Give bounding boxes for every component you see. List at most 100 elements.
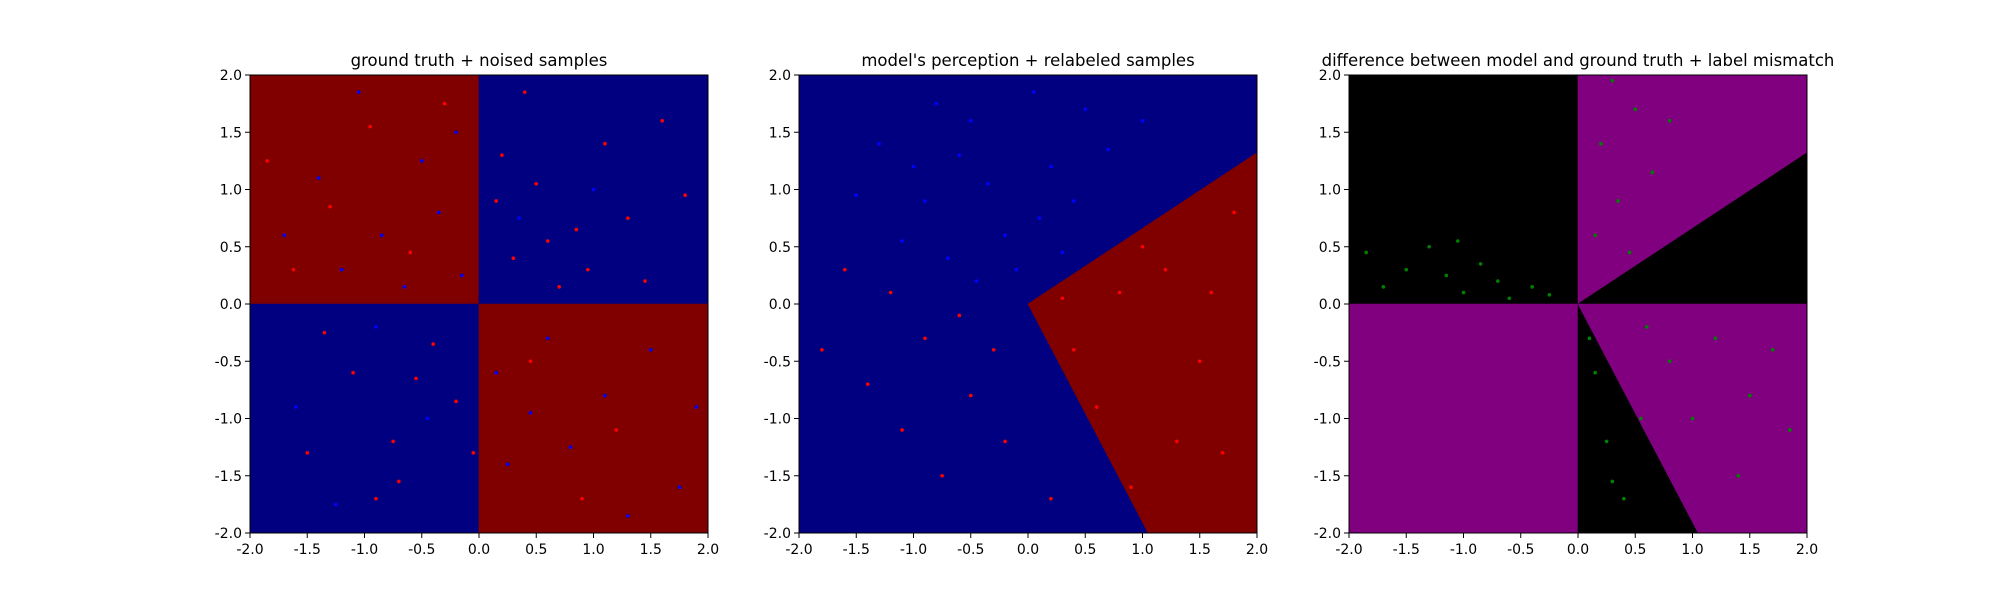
- sample-point: [1599, 141, 1603, 146]
- sample-point: [528, 410, 533, 415]
- x-tick-label: -1.0: [351, 542, 378, 558]
- sample-point: [626, 514, 630, 518]
- sample-point: [923, 336, 927, 341]
- y-tick-label: 2.0: [220, 68, 242, 84]
- sample-point: [603, 141, 607, 146]
- x-tick-label: 1.0: [582, 542, 604, 558]
- sample-point: [356, 90, 361, 94]
- sample-point: [1770, 348, 1775, 352]
- sample-point: [1094, 405, 1099, 409]
- x-tick-label: -2.0: [785, 542, 812, 558]
- sample-point: [1633, 107, 1638, 112]
- sample-point: [1140, 244, 1145, 249]
- x-tick-label: 2.0: [1246, 542, 1268, 558]
- sample-point: [1507, 296, 1512, 301]
- x-tick-label: 1.5: [1739, 542, 1761, 558]
- sample-point: [1049, 164, 1053, 169]
- sample-point: [683, 193, 687, 198]
- y-tick-label: 0.0: [1319, 297, 1341, 313]
- sample-point: [557, 285, 561, 289]
- sample-point: [1220, 451, 1225, 455]
- sample-point: [1232, 210, 1236, 215]
- panel-title: ground truth + noised samples: [351, 51, 608, 70]
- sample-point: [1644, 325, 1649, 329]
- y-tick-label: 2.0: [769, 68, 791, 84]
- sample-point: [991, 348, 996, 352]
- sample-point: [1496, 279, 1500, 283]
- y-tick-label: 0.0: [220, 297, 242, 313]
- sample-point: [968, 119, 973, 123]
- sample-point: [843, 267, 847, 272]
- sample-point: [1610, 78, 1615, 83]
- sample-point: [900, 428, 904, 432]
- sample-point: [379, 233, 384, 238]
- sample-point: [1072, 199, 1076, 203]
- sample-point: [1610, 479, 1615, 484]
- sample-point: [694, 405, 699, 409]
- panel-ground-truth: ground truth + noised samples -2.0 -1.5 -1…: [215, 51, 719, 558]
- sample-point: [900, 239, 904, 243]
- sample-point: [1031, 90, 1036, 94]
- y-tick-label: -0.5: [764, 354, 791, 370]
- sample-point: [854, 193, 859, 198]
- y-tick-label: -1.0: [1314, 412, 1341, 428]
- x-tick-label: 0.5: [525, 542, 547, 558]
- y-tick-label: 1.5: [769, 125, 791, 141]
- region: [249, 303, 480, 534]
- sample-point: [1587, 336, 1592, 341]
- sample-point: [923, 199, 927, 203]
- sample-point: [946, 256, 950, 261]
- sample-point: [1129, 485, 1133, 490]
- sample-point: [454, 399, 458, 404]
- x-tick-label: -1.0: [1450, 542, 1477, 558]
- x-tick-label: -1.5: [294, 542, 321, 558]
- sample-point: [591, 187, 596, 192]
- sample-point: [1667, 359, 1672, 364]
- x-tick-label: -0.5: [1507, 542, 1534, 558]
- y-tick-label: 1.0: [1319, 183, 1341, 199]
- y-tick-label: -0.5: [215, 354, 242, 370]
- sample-point: [957, 153, 962, 157]
- x-tick-label: -1.5: [1393, 542, 1420, 558]
- sample-point: [1461, 290, 1466, 295]
- region: [249, 74, 480, 305]
- sample-point: [660, 119, 664, 123]
- sample-point: [534, 181, 539, 186]
- sample-point: [1037, 216, 1042, 220]
- sample-point: [1197, 359, 1202, 364]
- sample-point: [974, 279, 979, 283]
- y-tick-label: 0.0: [769, 297, 791, 313]
- sample-point: [528, 359, 533, 364]
- sample-point: [291, 267, 296, 272]
- sample-point: [1650, 170, 1655, 175]
- sample-point: [1713, 336, 1718, 341]
- x-tick-label: 0.0: [468, 542, 490, 558]
- sample-point: [339, 267, 344, 272]
- x-tick-label: 1.5: [640, 542, 662, 558]
- x-tick-label: -1.5: [843, 542, 870, 558]
- y-tick-label: 0.5: [220, 240, 242, 256]
- sample-point: [1003, 439, 1007, 444]
- sample-point: [374, 496, 378, 501]
- sample-point: [603, 393, 607, 398]
- x-tick-label: 1.5: [1189, 542, 1211, 558]
- sample-point: [402, 285, 407, 289]
- region: [1348, 303, 1579, 534]
- sample-point: [1060, 250, 1065, 255]
- sample-point: [431, 342, 436, 346]
- x-tick-label: 0.0: [1017, 542, 1039, 558]
- sample-point: [1736, 473, 1741, 478]
- sample-point: [454, 130, 458, 135]
- y-tick-label: -1.5: [764, 469, 791, 485]
- sample-point: [1616, 199, 1620, 203]
- sample-point: [1381, 285, 1386, 289]
- sample-point: [408, 250, 413, 255]
- sample-point: [1690, 416, 1695, 421]
- sample-point: [1060, 296, 1065, 301]
- sample-point: [316, 176, 321, 180]
- sample-point: [1003, 233, 1007, 238]
- region: [478, 303, 709, 534]
- sample-point: [677, 485, 682, 490]
- sample-point: [911, 164, 916, 169]
- sample-point: [494, 199, 498, 203]
